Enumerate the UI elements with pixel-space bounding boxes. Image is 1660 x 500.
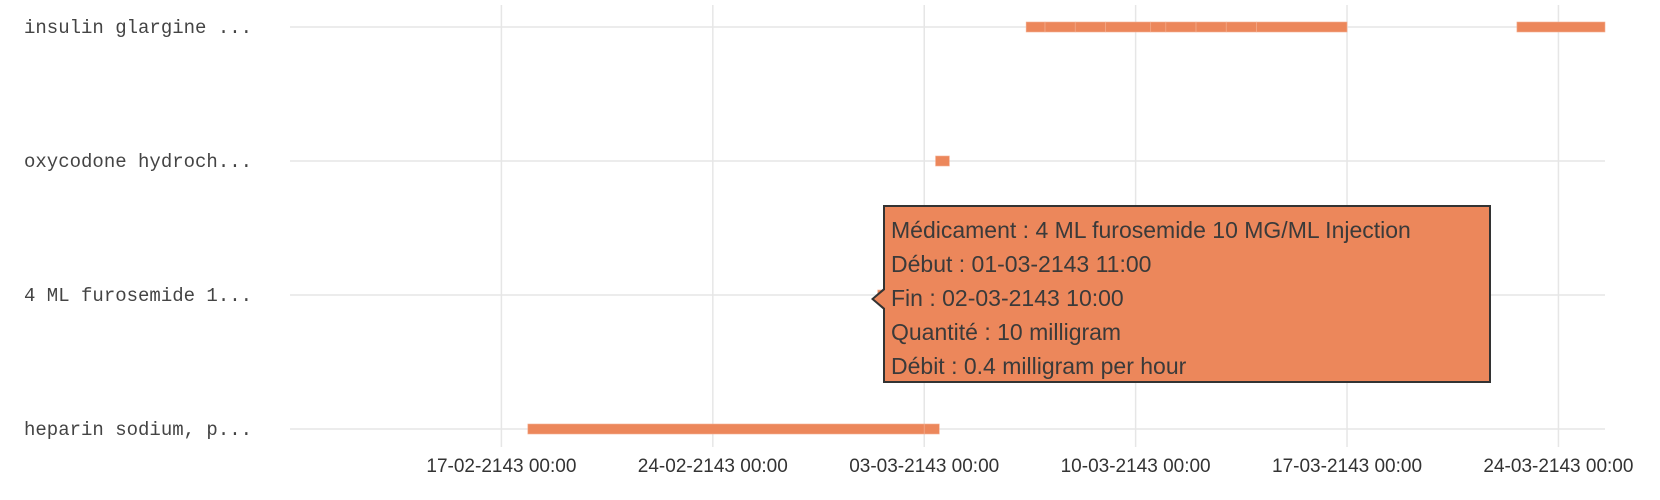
- x-axis-tick-label: 10-03-2143 00:00: [1061, 456, 1211, 477]
- medication-segment[interactable]: [1256, 21, 1348, 33]
- medication-segment[interactable]: [527, 423, 925, 435]
- medication-segment[interactable]: [1195, 21, 1227, 33]
- tooltip-start: Début : 01-03-2143 11:00: [891, 251, 1152, 277]
- y-axis-labels: insulin glargine ... oxycodone hydroch...…: [24, 17, 252, 441]
- y-axis-label: insulin glargine ...: [24, 17, 252, 39]
- medication-segment[interactable]: [1165, 21, 1197, 33]
- medication-segment[interactable]: [1150, 21, 1167, 33]
- medication-segment[interactable]: [1044, 21, 1076, 33]
- medication-segment[interactable]: [1105, 21, 1152, 33]
- tooltip-end: Fin : 02-03-2143 10:00: [891, 285, 1124, 311]
- medication-segment[interactable]: [1516, 21, 1606, 33]
- x-axis-tick-label: 24-03-2143 00:00: [1483, 456, 1633, 477]
- x-axis-labels: 17-02-2143 00:00 24-02-2143 00:00 03-03-21…: [426, 456, 1633, 477]
- tooltip-medication: Médicament : 4 ML furosemide 10 MG/ML In…: [891, 217, 1411, 243]
- medication-segment[interactable]: [1074, 21, 1106, 33]
- x-axis-tick-label: 17-02-2143 00:00: [426, 456, 576, 477]
- hover-tooltip: Médicament : 4 ML furosemide 10 MG/ML In…: [871, 205, 1491, 383]
- tooltip-arrow: [871, 287, 886, 311]
- medication-segment[interactable]: [923, 423, 940, 435]
- medication-segment[interactable]: [1025, 21, 1046, 33]
- y-axis-label: heparin sodium, p...: [24, 419, 252, 441]
- tooltip-quantity: Quantité : 10 milligram: [891, 319, 1122, 345]
- x-axis-tick-label: 17-03-2143 00:00: [1272, 456, 1422, 477]
- y-axis-label: oxycodone hydroch...: [24, 151, 252, 173]
- y-axis-label: 4 ML furosemide 1...: [24, 285, 252, 307]
- medication-segment[interactable]: [935, 155, 950, 167]
- medication-segment[interactable]: [1225, 21, 1257, 33]
- x-axis-tick-label: 24-02-2143 00:00: [638, 456, 788, 477]
- x-axis-tick-label: 03-03-2143 00:00: [849, 456, 999, 477]
- tooltip-rate: Débit : 0.4 milligram per hour: [891, 353, 1187, 379]
